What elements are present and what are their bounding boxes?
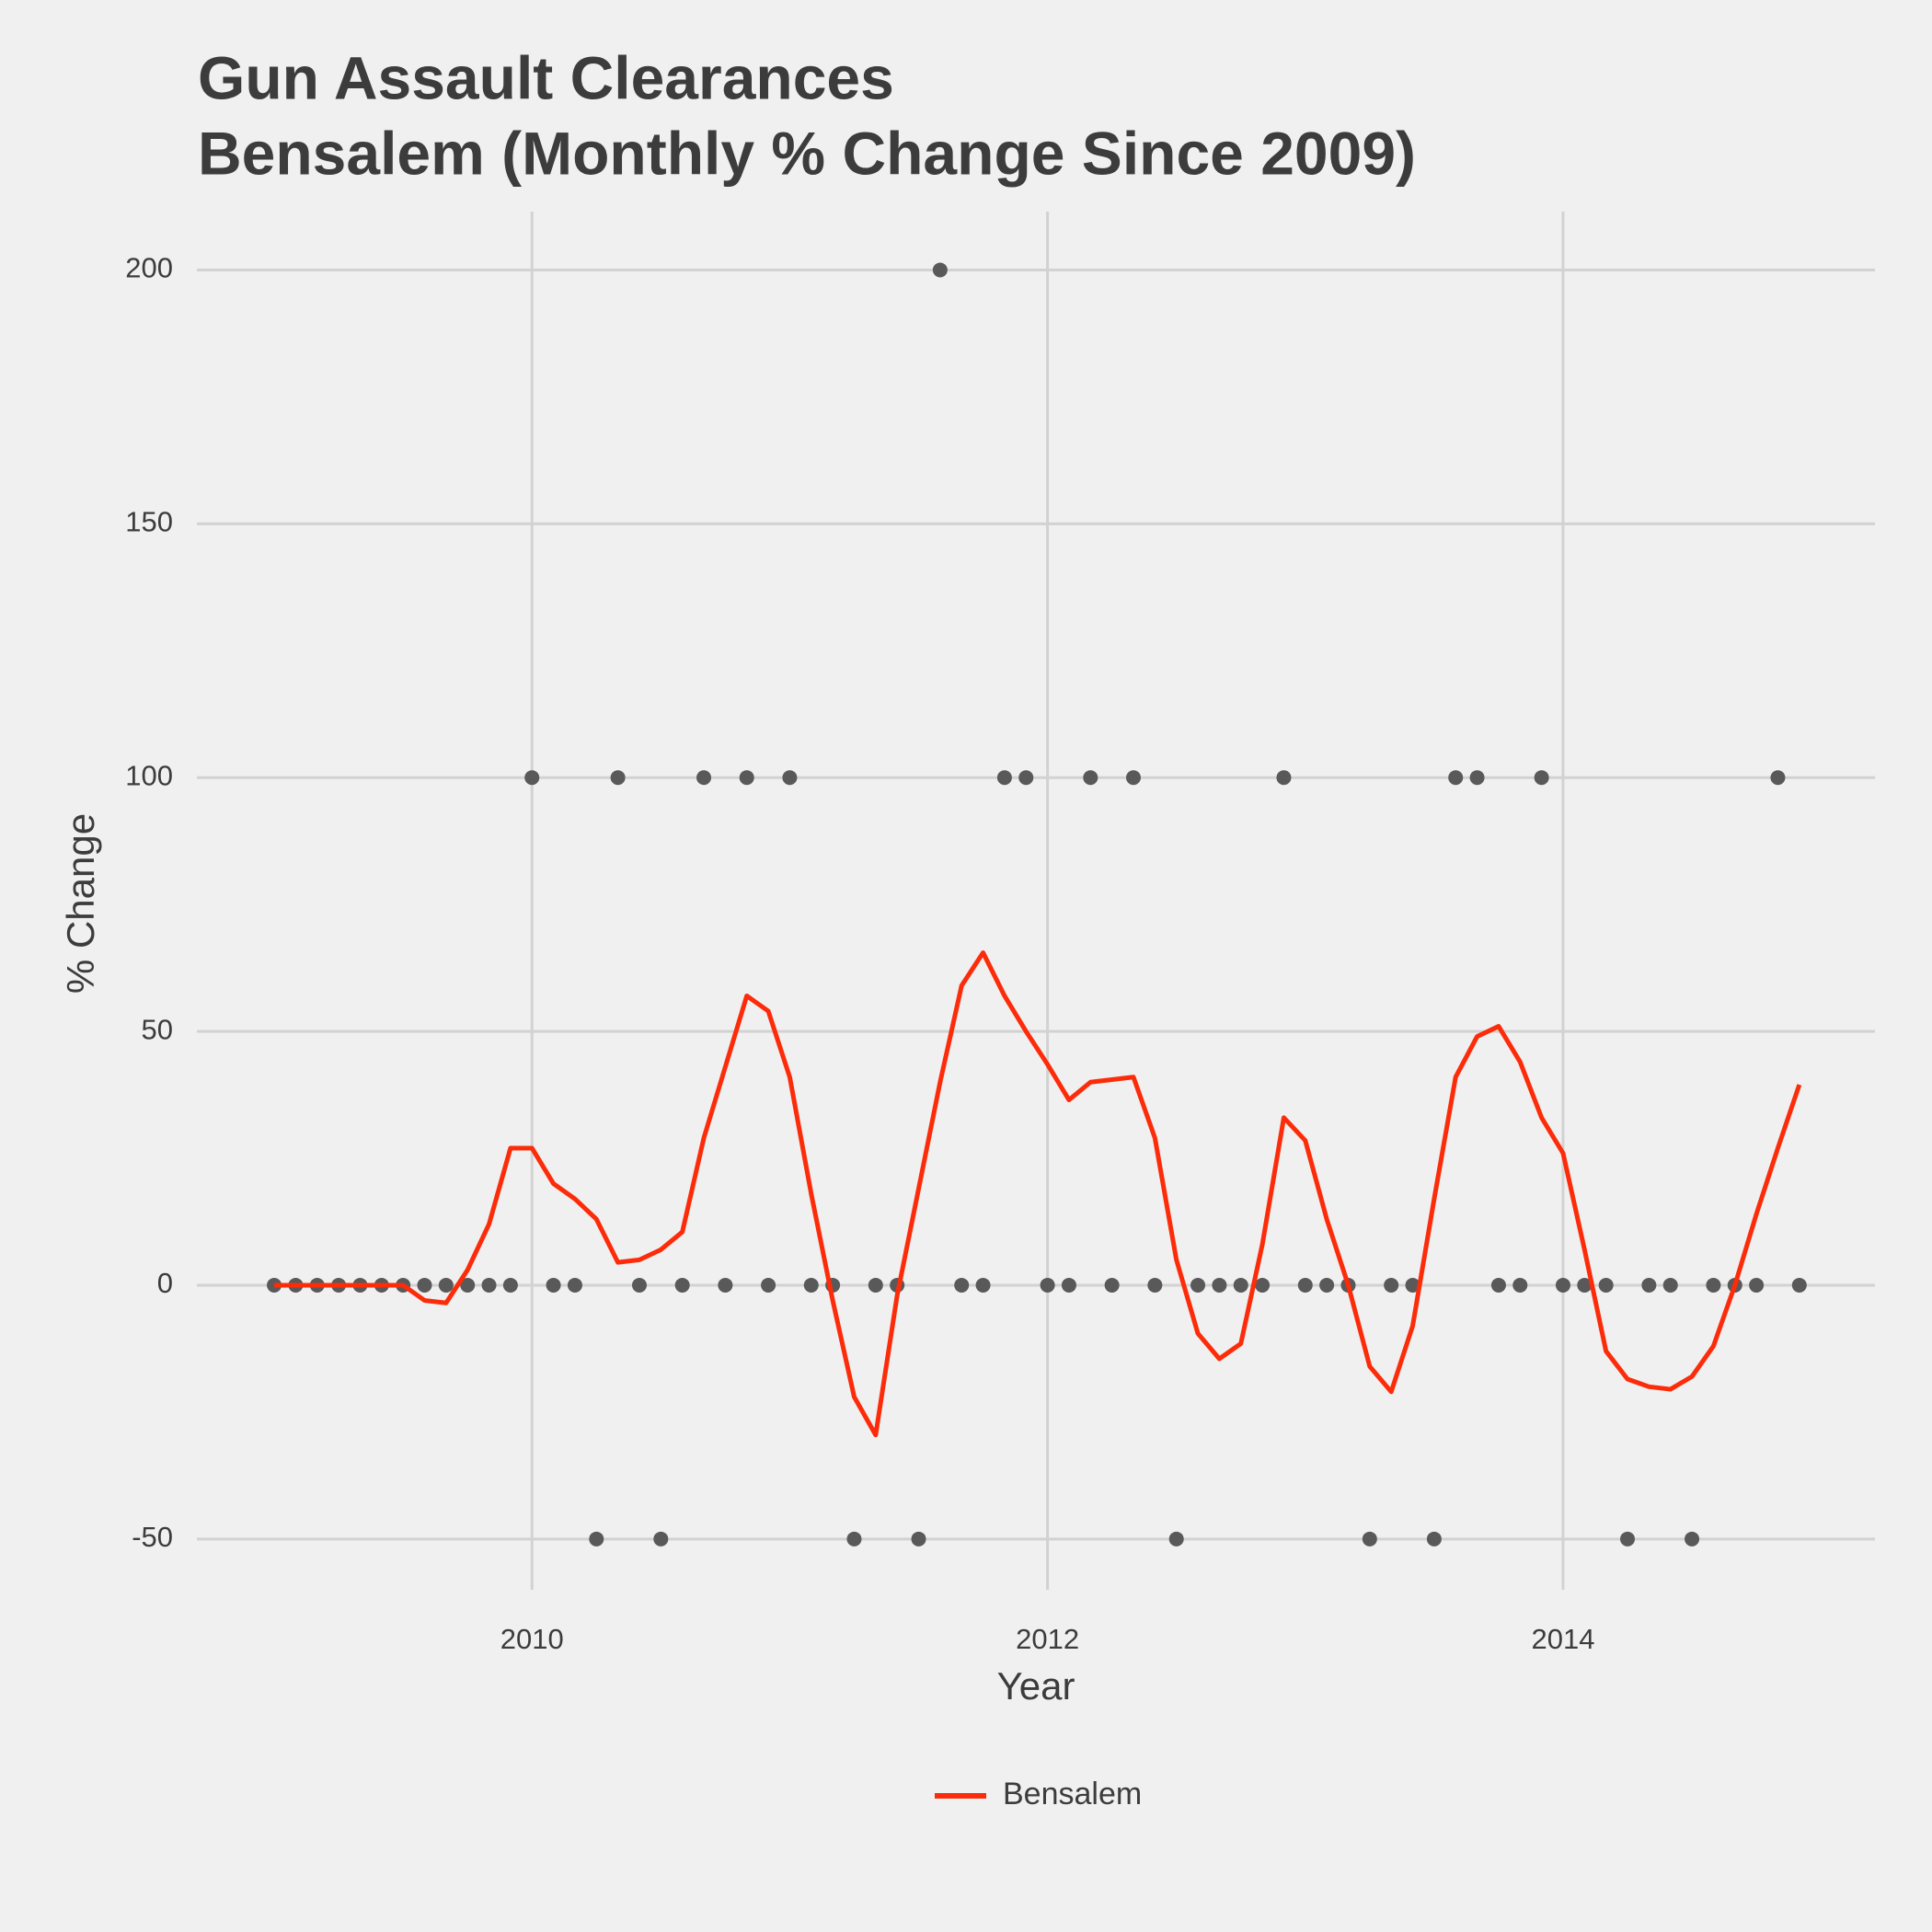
y-tick-label: 200 [125, 252, 173, 284]
data-point [1168, 1531, 1184, 1547]
data-point [1297, 1277, 1313, 1293]
data-point [1598, 1277, 1614, 1293]
chart-title: Gun Assault Clearances [198, 43, 894, 111]
data-point [932, 262, 948, 278]
data-point [1662, 1277, 1678, 1293]
data-point [1125, 770, 1141, 786]
data-point [481, 1277, 497, 1293]
data-point [1469, 770, 1485, 786]
y-tick-label: 50 [142, 1013, 173, 1045]
data-point [267, 1277, 282, 1293]
y-tick-label: 150 [125, 506, 173, 538]
data-point [610, 770, 626, 786]
data-point [1362, 1531, 1377, 1547]
data-point [1685, 1531, 1700, 1547]
data-point [1104, 1277, 1120, 1293]
data-point [975, 1277, 991, 1293]
data-point [1490, 1277, 1506, 1293]
data-point [846, 1531, 862, 1547]
data-point [1770, 770, 1786, 786]
data-point [1384, 1277, 1399, 1293]
data-point [1212, 1277, 1227, 1293]
data-point [524, 770, 540, 786]
data-point [1276, 770, 1292, 786]
y-axis-title: % Change [59, 813, 102, 994]
data-line [274, 950, 1802, 1438]
data-point [803, 1277, 819, 1293]
chart-title: Bensalem (Monthly % Change Since 2009) [198, 119, 1416, 187]
data-point [954, 1277, 970, 1293]
y-tick-label: 0 [157, 1267, 173, 1299]
data-point [1749, 1277, 1765, 1293]
data-point [1255, 1277, 1271, 1293]
data-point [1534, 770, 1549, 786]
data-point [1448, 770, 1464, 786]
data-point [1233, 1277, 1248, 1293]
data-point [438, 1277, 454, 1293]
data-point [1791, 1277, 1807, 1293]
data-point [546, 1277, 561, 1293]
data-point [567, 1277, 582, 1293]
data-point [1426, 1531, 1442, 1547]
data-point [1018, 770, 1034, 786]
data-point [653, 1531, 669, 1547]
legend-label: Bensalem [1003, 1777, 1142, 1811]
x-tick-label: 2010 [500, 1623, 564, 1655]
x-tick-label: 2014 [1531, 1623, 1594, 1655]
data-point [1061, 1277, 1076, 1293]
data-point [718, 1277, 733, 1293]
data-point [739, 770, 754, 786]
data-point [417, 1277, 432, 1293]
data-point [996, 770, 1012, 786]
data-point [1190, 1277, 1206, 1293]
y-tick-label: 100 [125, 759, 173, 791]
x-tick-label: 2012 [1016, 1623, 1079, 1655]
data-point [1641, 1277, 1657, 1293]
x-axis-title: Year [997, 1664, 1075, 1708]
data-point [782, 770, 798, 786]
data-point [1512, 1277, 1528, 1293]
data-point [868, 1277, 883, 1293]
data-point [1555, 1277, 1570, 1293]
data-point [502, 1277, 518, 1293]
data-point [1147, 1277, 1163, 1293]
data-point [911, 1531, 926, 1547]
data-point [1405, 1277, 1420, 1293]
data-point [631, 1277, 647, 1293]
data-point [1620, 1531, 1636, 1547]
data-point [589, 1531, 604, 1547]
data-point [1706, 1277, 1721, 1293]
data-point [1577, 1277, 1593, 1293]
data-point [1319, 1277, 1335, 1293]
data-point [1040, 1277, 1055, 1293]
data-point [696, 770, 712, 786]
data-point [460, 1277, 476, 1293]
data-point [1083, 770, 1098, 786]
y-tick-label: -50 [132, 1521, 173, 1553]
data-point [674, 1277, 690, 1293]
data-point [761, 1277, 776, 1293]
